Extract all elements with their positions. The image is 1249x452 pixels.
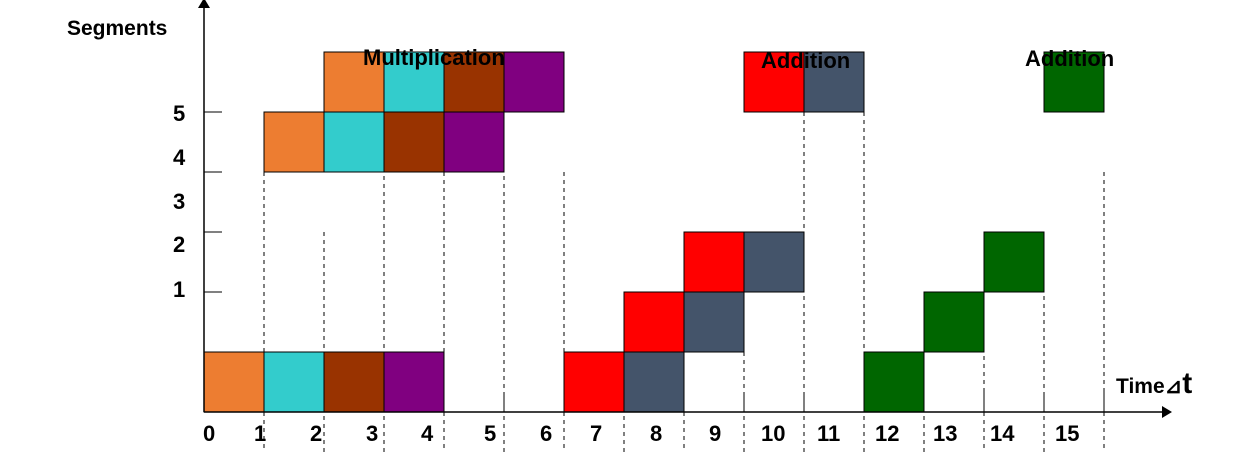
x-tick-label-10: 10 bbox=[761, 421, 785, 446]
block-orange-t1-l4 bbox=[263, 111, 325, 173]
x-tick-label-0: 0 bbox=[203, 421, 215, 446]
x-ticks bbox=[203, 392, 1105, 412]
block-slate-t7-l0 bbox=[623, 351, 685, 413]
block-cyan-t2-l4 bbox=[323, 111, 385, 173]
x-axis-title: Time⊿t bbox=[1116, 367, 1192, 400]
block-slate-t9-l2 bbox=[743, 231, 805, 293]
block-brown-t4-l5 bbox=[443, 51, 505, 113]
y-ticks bbox=[204, 111, 222, 413]
x-tick-label-1: 1 bbox=[254, 421, 266, 446]
block-purple-t5-l5 bbox=[503, 51, 565, 113]
section-label-multiplication: Multiplication bbox=[363, 45, 505, 70]
x-tick-label-5: 5 bbox=[484, 421, 496, 446]
y-tick-label-3: 3 bbox=[173, 189, 185, 214]
x-tick-label-4: 4 bbox=[421, 421, 434, 446]
segment-blocks bbox=[203, 51, 1105, 413]
block-green-t13-l2 bbox=[983, 231, 1045, 293]
y-tick-label-1: 1 bbox=[173, 277, 185, 302]
block-orange-t0-l0 bbox=[203, 351, 265, 413]
block-slate-t10-l5 bbox=[803, 51, 865, 113]
block-green-t11-l0 bbox=[863, 351, 925, 413]
block-green-t12-l1 bbox=[923, 291, 985, 353]
y-tick-label-4: 4 bbox=[173, 145, 186, 170]
x-tick-label-6: 6 bbox=[540, 421, 552, 446]
block-green-t14-l5 bbox=[1043, 51, 1105, 113]
x-tick-label-7: 7 bbox=[590, 421, 602, 446]
block-red-t7-l1 bbox=[623, 291, 685, 353]
block-red-t6-l0 bbox=[563, 351, 625, 413]
x-tick-label-9: 9 bbox=[709, 421, 721, 446]
x-tick-label-14: 14 bbox=[990, 421, 1015, 446]
block-slate-t8-l1 bbox=[683, 291, 745, 353]
block-cyan-t1-l0 bbox=[263, 351, 325, 413]
x-tick-label-12: 12 bbox=[875, 421, 899, 446]
x-tick-label-2: 2 bbox=[310, 421, 322, 446]
y-tick-label-5: 5 bbox=[173, 101, 185, 126]
y-tick-label-2: 2 bbox=[173, 232, 185, 257]
x-tick-label-8: 8 bbox=[650, 421, 662, 446]
delta-symbol: ⊿ bbox=[1165, 375, 1183, 398]
block-red-t9-l5 bbox=[743, 51, 805, 113]
x-axis-title-text: Time bbox=[1116, 375, 1165, 398]
y-axis-title: Segments bbox=[67, 17, 167, 40]
x-axis-arrow bbox=[1162, 406, 1172, 418]
x-tick-label-13: 13 bbox=[933, 421, 957, 446]
x-tick-label-11: 11 bbox=[817, 421, 840, 446]
section-label-addition-2: Addition bbox=[1025, 46, 1114, 71]
x-tick-label-3: 3 bbox=[366, 421, 378, 446]
block-brown-t2-l0 bbox=[323, 351, 385, 413]
block-purple-t4-l4 bbox=[443, 111, 505, 173]
section-label-addition-1: Addition bbox=[761, 48, 850, 73]
block-red-t8-l2 bbox=[683, 231, 745, 293]
time-unit: t bbox=[1182, 367, 1192, 400]
x-tick-label-15: 15 bbox=[1055, 421, 1079, 446]
y-axis-arrow bbox=[198, 0, 210, 8]
block-brown-t3-l4 bbox=[383, 111, 445, 173]
block-purple-t3-l0 bbox=[383, 351, 445, 413]
block-cyan-t3-l5 bbox=[383, 51, 445, 113]
